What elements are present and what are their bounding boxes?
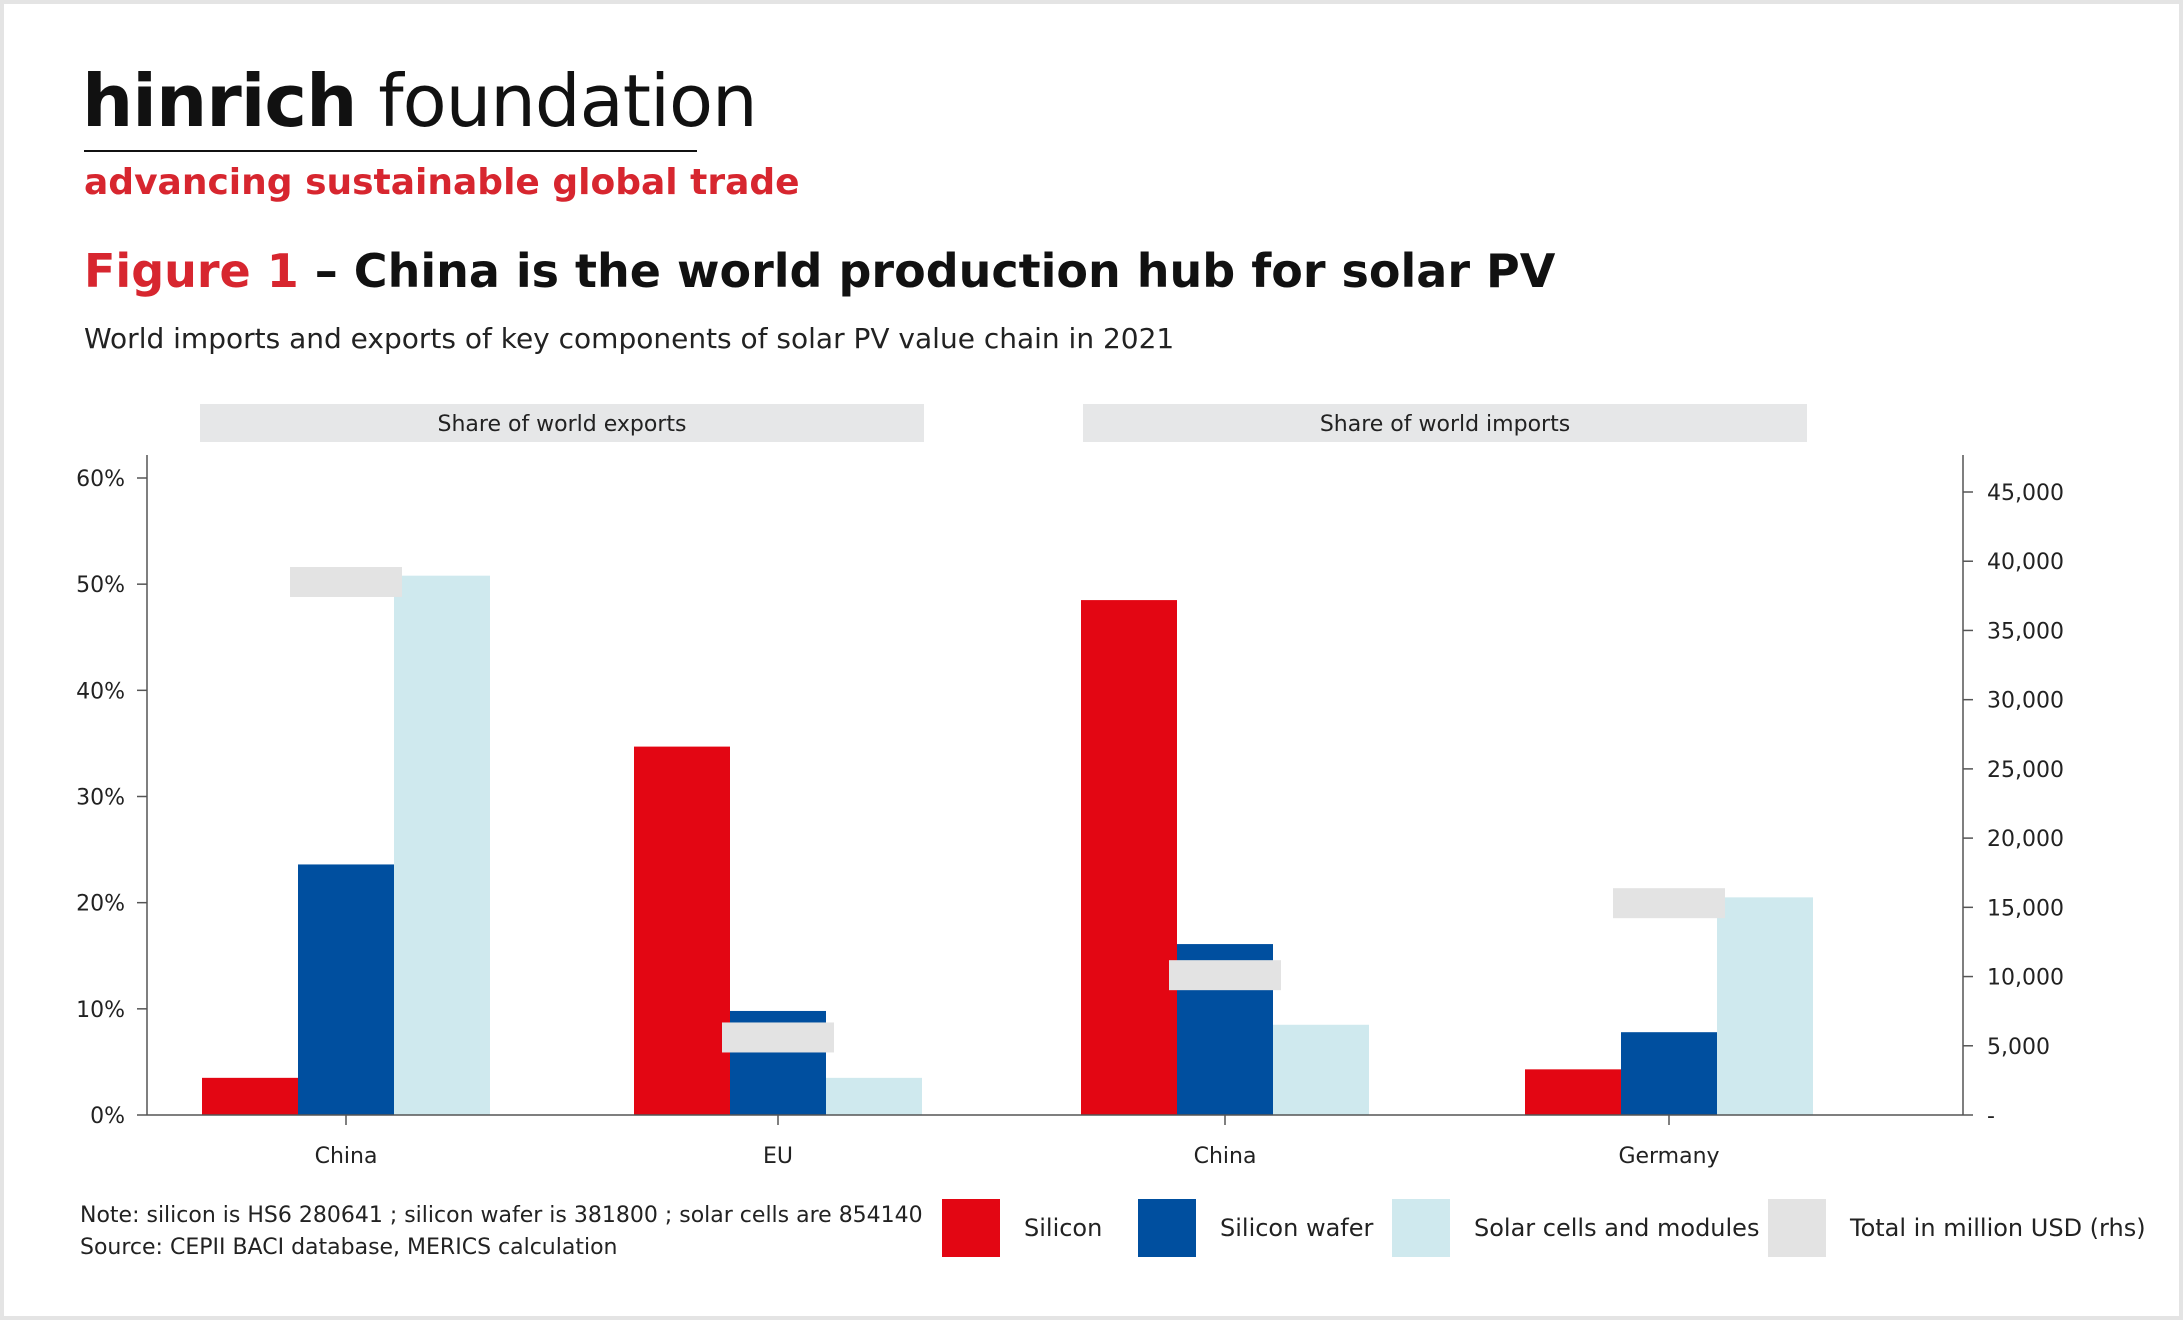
source-line: Source: CEPII BACI database, MERICS calc… (80, 1235, 618, 1260)
figure-title: Figure 1 – China is the world production… (84, 244, 1555, 298)
legend-swatch (1768, 1199, 1826, 1257)
bar (298, 864, 394, 1115)
panel-header-label: Share of world exports (438, 412, 687, 437)
bar (394, 575, 490, 1115)
y-right-tick-label: 5,000 (1987, 1035, 2050, 1060)
bar (634, 746, 730, 1115)
y-right-tick-label: - (1987, 1104, 1995, 1129)
bar (1717, 897, 1813, 1115)
y-right-tick-label: 35,000 (1987, 619, 2064, 644)
bar (1273, 1024, 1369, 1115)
logo-word-hinrich: hinrich (82, 59, 357, 143)
logo-divider (84, 150, 697, 152)
figure-title-text: – China is the world production hub for … (298, 244, 1556, 298)
x-tick-label: China (1194, 1144, 1257, 1169)
bar (826, 1077, 922, 1115)
legend-swatch (1138, 1199, 1196, 1257)
y-right-tick-label: 45,000 (1987, 481, 2064, 506)
bar (1081, 600, 1177, 1115)
legend-item-solar-cells: Solar cells and modules (1392, 1198, 1759, 1258)
legend-label: Silicon (1024, 1214, 1103, 1242)
y-left-tick-label: 20% (76, 892, 125, 917)
bar (1525, 1069, 1621, 1115)
legend-swatch (942, 1199, 1000, 1257)
x-tick-label: Germany (1618, 1144, 1719, 1169)
legend-label: Solar cells and modules (1474, 1214, 1760, 1242)
logo-tagline: advancing sustainable global trade (84, 162, 800, 203)
bar (1621, 1032, 1717, 1115)
total-marker (1613, 888, 1725, 919)
legend-label: Silicon wafer (1220, 1214, 1374, 1242)
y-left-tick-label: 60% (76, 467, 125, 492)
y-left-tick-label: 0% (90, 1104, 125, 1129)
y-right-tick-label: 25,000 (1987, 758, 2064, 783)
y-right-tick-label: 10,000 (1987, 966, 2064, 991)
legend-swatch (1392, 1199, 1450, 1257)
y-left-tick-label: 40% (76, 679, 125, 704)
note-line: Note: silicon is HS6 280641 ; silicon wa… (80, 1203, 923, 1228)
y-right-tick-label: 30,000 (1987, 689, 2064, 714)
bar (202, 1077, 298, 1115)
y-left-tick-label: 10% (76, 998, 125, 1023)
total-marker (1169, 960, 1281, 991)
logo-word-foundation: foundation (378, 59, 757, 143)
y-right-tick-label: 15,000 (1987, 896, 2064, 921)
x-tick-label: EU (763, 1144, 793, 1169)
legend-label: Total in million USD (rhs) (1850, 1214, 2146, 1242)
total-marker (722, 1022, 834, 1053)
panel-header (1083, 404, 1807, 442)
source-note: Note: silicon is HS6 280641 ; silicon wa… (80, 1200, 923, 1264)
total-marker (290, 566, 402, 597)
y-left-tick-label: 30% (76, 786, 125, 811)
legend-item-silicon: Silicon (942, 1198, 1102, 1258)
y-right-tick-label: 40,000 (1987, 550, 2064, 575)
x-tick-label: China (315, 1144, 378, 1169)
y-left-tick-label: 50% (76, 573, 125, 598)
legend-item-total: Total in million USD (rhs) (1768, 1198, 2146, 1258)
logo: hinrich foundation (82, 56, 758, 146)
figure-subtitle: World imports and exports of key compone… (84, 322, 1175, 355)
y-right-tick-label: 20,000 (1987, 827, 2064, 852)
legend-item-silicon-wafer: Silicon wafer (1138, 1198, 1373, 1258)
panel-header (200, 404, 924, 442)
figure-label: Figure 1 (84, 244, 299, 298)
panel-header-label: Share of world imports (1320, 412, 1570, 437)
